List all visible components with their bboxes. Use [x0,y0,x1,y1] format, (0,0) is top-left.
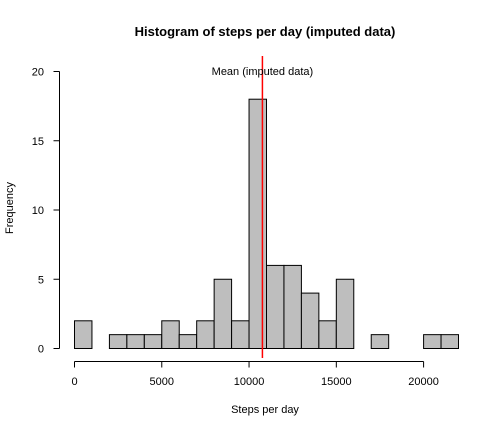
histogram-bar [283,264,302,349]
histogram-bar [370,334,390,349]
histogram-bar [196,320,215,349]
histogram-bar [318,320,337,349]
mean-label: Mean (imputed data) [212,66,314,78]
y-tick-label: 10 [32,205,44,217]
x-tick-label: 20000 [408,376,439,388]
histogram-bar [248,98,268,349]
bars-layer [74,98,459,350]
histogram-bar [213,278,233,349]
histogram-bar [126,334,145,349]
histogram-bar [231,320,250,349]
histogram-bar [440,334,459,349]
y-axis-label: Frequency [4,182,16,234]
y-tick-label: 15 [32,136,44,148]
histogram-bar [266,264,285,349]
histogram-bar [108,334,128,349]
x-axis-label: Steps per day [231,404,299,416]
y-tick-label: 20 [32,67,44,79]
histogram-bar [178,334,198,349]
x-tick-label: 10000 [234,376,265,388]
chart-title: Histogram of steps per day (imputed data… [135,24,396,39]
x-tick-label: 5000 [150,376,174,388]
y-tick-label: 5 [38,274,44,286]
y-tick-label: 0 [38,344,44,356]
histogram-bar [161,320,180,349]
histogram-bar [74,320,93,349]
y-axis: 0 5 10 15 20 [32,67,60,356]
mean-layer: Mean (imputed data) [212,56,314,358]
histogram-bar [423,334,442,349]
x-axis: 0 5000 10000 15000 20000 [71,361,439,388]
histogram-bar [335,278,355,349]
histogram-bar [300,292,320,350]
x-tick-label: 15000 [321,376,352,388]
histogram-bar [143,334,163,349]
x-tick-label: 0 [71,376,77,388]
